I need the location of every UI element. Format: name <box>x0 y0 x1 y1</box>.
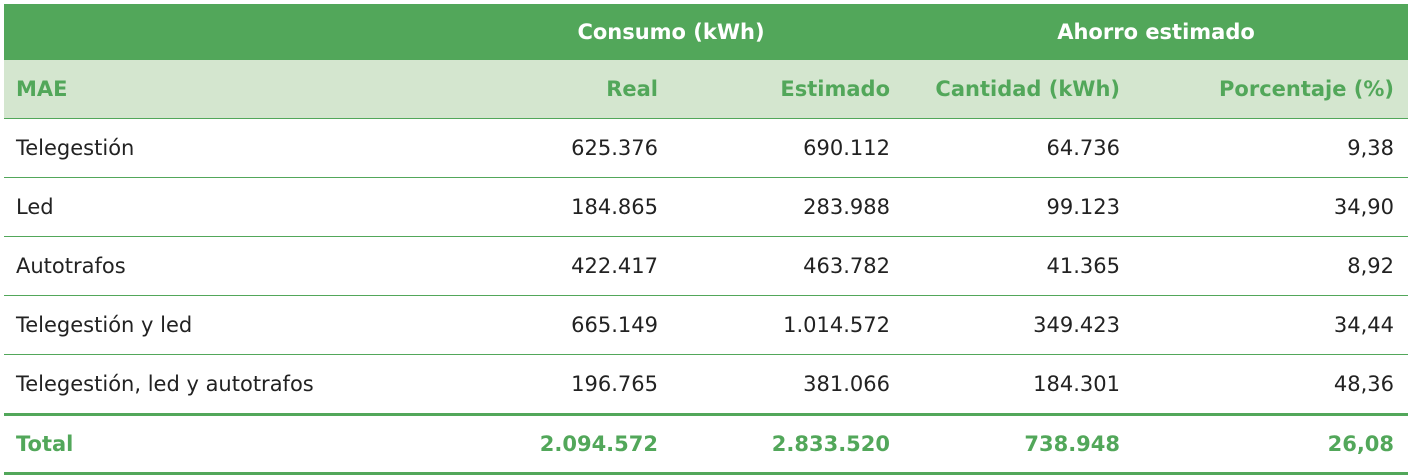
total-cantidad: 738.948 <box>904 414 1135 475</box>
column-header-porcentaje: Porcentaje (%) <box>1134 60 1409 119</box>
column-header-row: MAE Real Estimado Cantidad (kWh) Porcent… <box>4 60 1409 119</box>
total-row: Total 2.094.572 2.833.520 738.948 26,08 <box>4 414 1409 475</box>
cell-porcentaje: 48,36 <box>1134 354 1409 416</box>
cell-estimado: 1.014.572 <box>672 295 905 355</box>
row-label: Telegestión <box>4 118 438 178</box>
total-label: Total <box>4 414 438 475</box>
cell-cantidad: 99.123 <box>904 177 1135 237</box>
group-header-row: Consumo (kWh) Ahorro estimado <box>4 4 1409 60</box>
cell-estimado: 690.112 <box>672 118 905 178</box>
cell-porcentaje: 34,90 <box>1134 177 1409 237</box>
cell-estimado: 381.066 <box>672 354 905 416</box>
cell-cantidad: 41.365 <box>904 236 1135 296</box>
table-row: Telegestión 625.376 690.112 64.736 9,38 <box>4 118 1409 178</box>
row-label: Telegestión y led <box>4 295 438 355</box>
cell-cantidad: 64.736 <box>904 118 1135 178</box>
cell-real: 422.417 <box>438 236 672 296</box>
column-header-mae: MAE <box>4 60 438 119</box>
cell-porcentaje: 34,44 <box>1134 295 1409 355</box>
total-real: 2.094.572 <box>438 414 672 475</box>
column-header-estimado: Estimado <box>672 60 905 119</box>
cell-real: 625.376 <box>438 118 672 178</box>
row-label: Led <box>4 177 438 237</box>
group-header-consumo: Consumo (kWh) <box>438 4 905 60</box>
cell-cantidad: 184.301 <box>904 354 1135 416</box>
table-row: Autotrafos 422.417 463.782 41.365 8,92 <box>4 236 1409 296</box>
cell-estimado: 283.988 <box>672 177 905 237</box>
row-label: Autotrafos <box>4 236 438 296</box>
total-porcentaje: 26,08 <box>1134 414 1409 475</box>
column-header-real: Real <box>438 60 672 119</box>
savings-table: Consumo (kWh) Ahorro estimado MAE Real E… <box>4 4 1409 475</box>
group-header-empty <box>4 4 438 60</box>
table-row: Led 184.865 283.988 99.123 34,90 <box>4 177 1409 237</box>
cell-real: 184.865 <box>438 177 672 237</box>
group-header-ahorro: Ahorro estimado <box>904 4 1409 60</box>
row-label: Telegestión, led y autotrafos <box>4 354 438 416</box>
table-row: Telegestión, led y autotrafos 196.765 38… <box>4 354 1409 416</box>
table-row: Telegestión y led 665.149 1.014.572 349.… <box>4 295 1409 355</box>
cell-porcentaje: 9,38 <box>1134 118 1409 178</box>
cell-estimado: 463.782 <box>672 236 905 296</box>
cell-real: 196.765 <box>438 354 672 416</box>
total-estimado: 2.833.520 <box>672 414 905 475</box>
cell-cantidad: 349.423 <box>904 295 1135 355</box>
cell-real: 665.149 <box>438 295 672 355</box>
cell-porcentaje: 8,92 <box>1134 236 1409 296</box>
column-header-cantidad: Cantidad (kWh) <box>904 60 1135 119</box>
